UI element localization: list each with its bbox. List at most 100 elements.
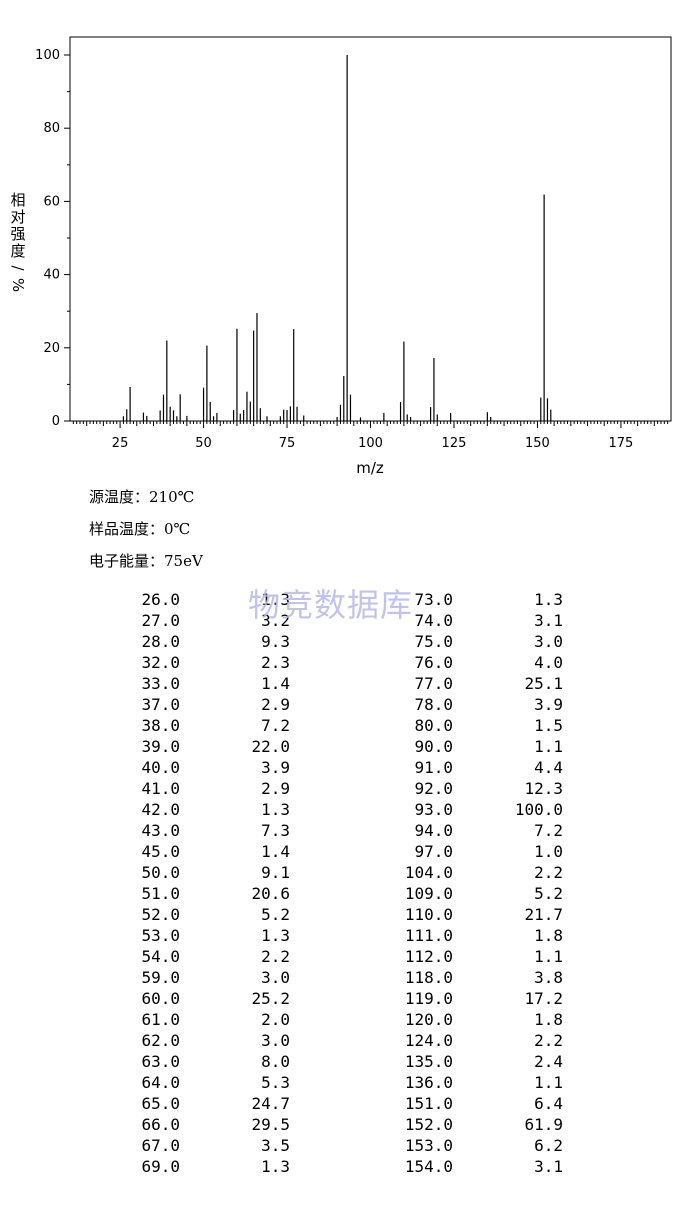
mz-cell: 112.0 bbox=[404, 947, 453, 966]
mz-cell: 91.0 bbox=[414, 758, 453, 777]
intensity-cell: 6.2 bbox=[534, 1136, 563, 1155]
intensity-cell: 5.2 bbox=[534, 884, 563, 903]
table-row: 42.0 1.3 93.0 100.0 bbox=[0, 799, 696, 820]
y-axis-label-char: / bbox=[9, 265, 27, 271]
source-temperature: 源温度：210℃ bbox=[89, 488, 195, 506]
table-row: 69.0 1.3 154.0 3.1 bbox=[0, 1156, 696, 1177]
table-row: 41.0 2.9 92.0 12.3 bbox=[0, 778, 696, 799]
intensity-cell: 20.6 bbox=[251, 884, 290, 903]
intensity-cell: 3.0 bbox=[261, 968, 290, 987]
x-tick-label: 75 bbox=[279, 436, 296, 451]
intensity-cell: 9.3 bbox=[261, 632, 290, 651]
table-row: 54.0 2.2 112.0 1.1 bbox=[0, 946, 696, 967]
mz-cell: 73.0 bbox=[414, 590, 453, 609]
intensity-cell: 21.7 bbox=[524, 905, 563, 924]
intensity-cell: 1.3 bbox=[261, 590, 290, 609]
mz-cell: 52.0 bbox=[141, 905, 180, 924]
mz-cell: 32.0 bbox=[141, 653, 180, 672]
intensity-cell: 2.9 bbox=[261, 779, 290, 798]
mz-cell: 153.0 bbox=[404, 1136, 453, 1155]
table-row: 65.0 24.7 151.0 6.4 bbox=[0, 1093, 696, 1114]
mz-cell: 119.0 bbox=[404, 989, 453, 1008]
y-tick-label: 0 bbox=[52, 414, 60, 429]
intensity-cell: 7.3 bbox=[261, 821, 290, 840]
mz-cell: 39.0 bbox=[141, 737, 180, 756]
y-tick-label: 100 bbox=[35, 48, 60, 63]
mz-cell: 135.0 bbox=[404, 1052, 453, 1071]
x-tick-label: 25 bbox=[112, 436, 129, 451]
plot-frame bbox=[69, 36, 672, 422]
intensity-cell: 3.1 bbox=[534, 1157, 563, 1176]
table-row: 43.0 7.3 94.0 7.2 bbox=[0, 820, 696, 841]
intensity-cell: 12.3 bbox=[524, 779, 563, 798]
x-axis-label: m/z bbox=[356, 459, 384, 477]
mz-cell: 64.0 bbox=[141, 1073, 180, 1092]
mz-cell: 63.0 bbox=[141, 1052, 180, 1071]
mz-cell: 53.0 bbox=[141, 926, 180, 945]
table-row: 59.0 3.0 118.0 3.8 bbox=[0, 967, 696, 988]
spectrum-bars bbox=[122, 55, 552, 421]
mz-cell: 109.0 bbox=[404, 884, 453, 903]
mz-cell: 43.0 bbox=[141, 821, 180, 840]
intensity-cell: 1.3 bbox=[534, 590, 563, 609]
mz-cell: 124.0 bbox=[404, 1031, 453, 1050]
intensity-cell: 1.8 bbox=[534, 1010, 563, 1029]
mz-cell: 74.0 bbox=[414, 611, 453, 630]
intensity-cell: 3.5 bbox=[261, 1136, 290, 1155]
mz-cell: 61.0 bbox=[141, 1010, 180, 1029]
y-tick-label: 80 bbox=[43, 121, 60, 136]
x-axis-ticks: 25 50 75 100 125 150 175 bbox=[72, 421, 669, 451]
intensity-cell: 1.5 bbox=[534, 716, 563, 735]
table-row: 40.0 3.9 91.0 4.4 bbox=[0, 757, 696, 778]
intensity-cell: 2.2 bbox=[534, 863, 563, 882]
table-row: 62.0 3.0 124.0 2.2 bbox=[0, 1030, 696, 1051]
intensity-cell: 1.8 bbox=[534, 926, 563, 945]
intensity-cell: 29.5 bbox=[251, 1115, 290, 1134]
y-tick-label: 40 bbox=[43, 268, 60, 283]
mz-cell: 92.0 bbox=[414, 779, 453, 798]
mz-cell: 67.0 bbox=[141, 1136, 180, 1155]
mz-cell: 26.0 bbox=[141, 590, 180, 609]
intensity-cell: 17.2 bbox=[524, 989, 563, 1008]
intensity-cell: 1.1 bbox=[534, 947, 563, 966]
mz-cell: 118.0 bbox=[404, 968, 453, 987]
mz-cell: 90.0 bbox=[414, 737, 453, 756]
intensity-cell: 22.0 bbox=[251, 737, 290, 756]
intensity-cell: 1.1 bbox=[534, 1073, 563, 1092]
table-row: 66.0 29.5 152.0 61.9 bbox=[0, 1114, 696, 1135]
mz-cell: 111.0 bbox=[404, 926, 453, 945]
table-row: 27.0 3.2 74.0 3.1 bbox=[0, 610, 696, 631]
x-tick-label: 125 bbox=[442, 436, 467, 451]
x-tick-label: 175 bbox=[609, 436, 634, 451]
mz-cell: 62.0 bbox=[141, 1031, 180, 1050]
peak-table: 26.0 1.3 73.0 1.3 27.0 3.2 74.0 3.1 28.0 9.3 75.0 3… bbox=[0, 589, 696, 1177]
mz-cell: 28.0 bbox=[141, 632, 180, 651]
mz-cell: 51.0 bbox=[141, 884, 180, 903]
mz-cell: 120.0 bbox=[404, 1010, 453, 1029]
intensity-cell: 3.0 bbox=[534, 632, 563, 651]
mz-cell: 151.0 bbox=[404, 1094, 453, 1113]
mz-cell: 42.0 bbox=[141, 800, 180, 819]
table-row: 37.0 2.9 78.0 3.9 bbox=[0, 694, 696, 715]
x-tick-label: 50 bbox=[195, 436, 212, 451]
intensity-cell: 9.1 bbox=[261, 863, 290, 882]
electron-energy: 电子能量：75eV bbox=[89, 552, 203, 570]
y-tick-label: 60 bbox=[43, 194, 60, 209]
mz-cell: 97.0 bbox=[414, 842, 453, 861]
table-row: 28.0 9.3 75.0 3.0 bbox=[0, 631, 696, 652]
table-row: 45.0 1.4 97.0 1.0 bbox=[0, 841, 696, 862]
intensity-cell: 1.3 bbox=[261, 1157, 290, 1176]
intensity-cell: 3.9 bbox=[534, 695, 563, 714]
y-axis-label-char: 相 bbox=[10, 191, 25, 209]
mz-cell: 40.0 bbox=[141, 758, 180, 777]
table-row: 32.0 2.3 76.0 4.0 bbox=[0, 652, 696, 673]
table-row: 60.0 25.2 119.0 17.2 bbox=[0, 988, 696, 1009]
intensity-cell: 7.2 bbox=[261, 716, 290, 735]
mz-cell: 59.0 bbox=[141, 968, 180, 987]
y-axis-label-char: 强 bbox=[10, 225, 25, 243]
intensity-cell: 2.0 bbox=[261, 1010, 290, 1029]
mz-cell: 94.0 bbox=[414, 821, 453, 840]
mz-cell: 50.0 bbox=[141, 863, 180, 882]
mz-cell: 66.0 bbox=[141, 1115, 180, 1134]
